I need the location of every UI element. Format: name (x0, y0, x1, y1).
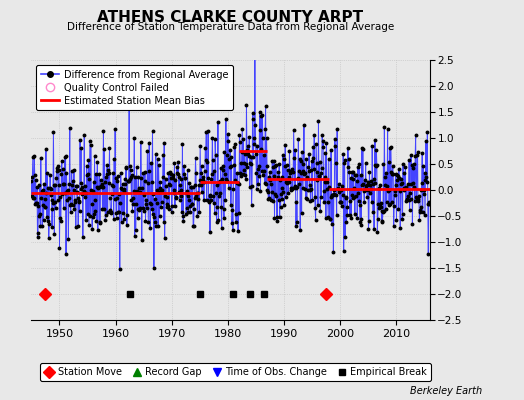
Text: ATHENS CLARKE COUNTY ARPT: ATHENS CLARKE COUNTY ARPT (97, 10, 364, 25)
Legend: Station Move, Record Gap, Time of Obs. Change, Empirical Break: Station Move, Record Gap, Time of Obs. C… (40, 363, 431, 381)
Text: Berkeley Earth: Berkeley Earth (410, 386, 482, 396)
Legend: Difference from Regional Average, Quality Control Failed, Estimated Station Mean: Difference from Regional Average, Qualit… (36, 65, 233, 110)
Text: Difference of Station Temperature Data from Regional Average: Difference of Station Temperature Data f… (67, 22, 394, 32)
